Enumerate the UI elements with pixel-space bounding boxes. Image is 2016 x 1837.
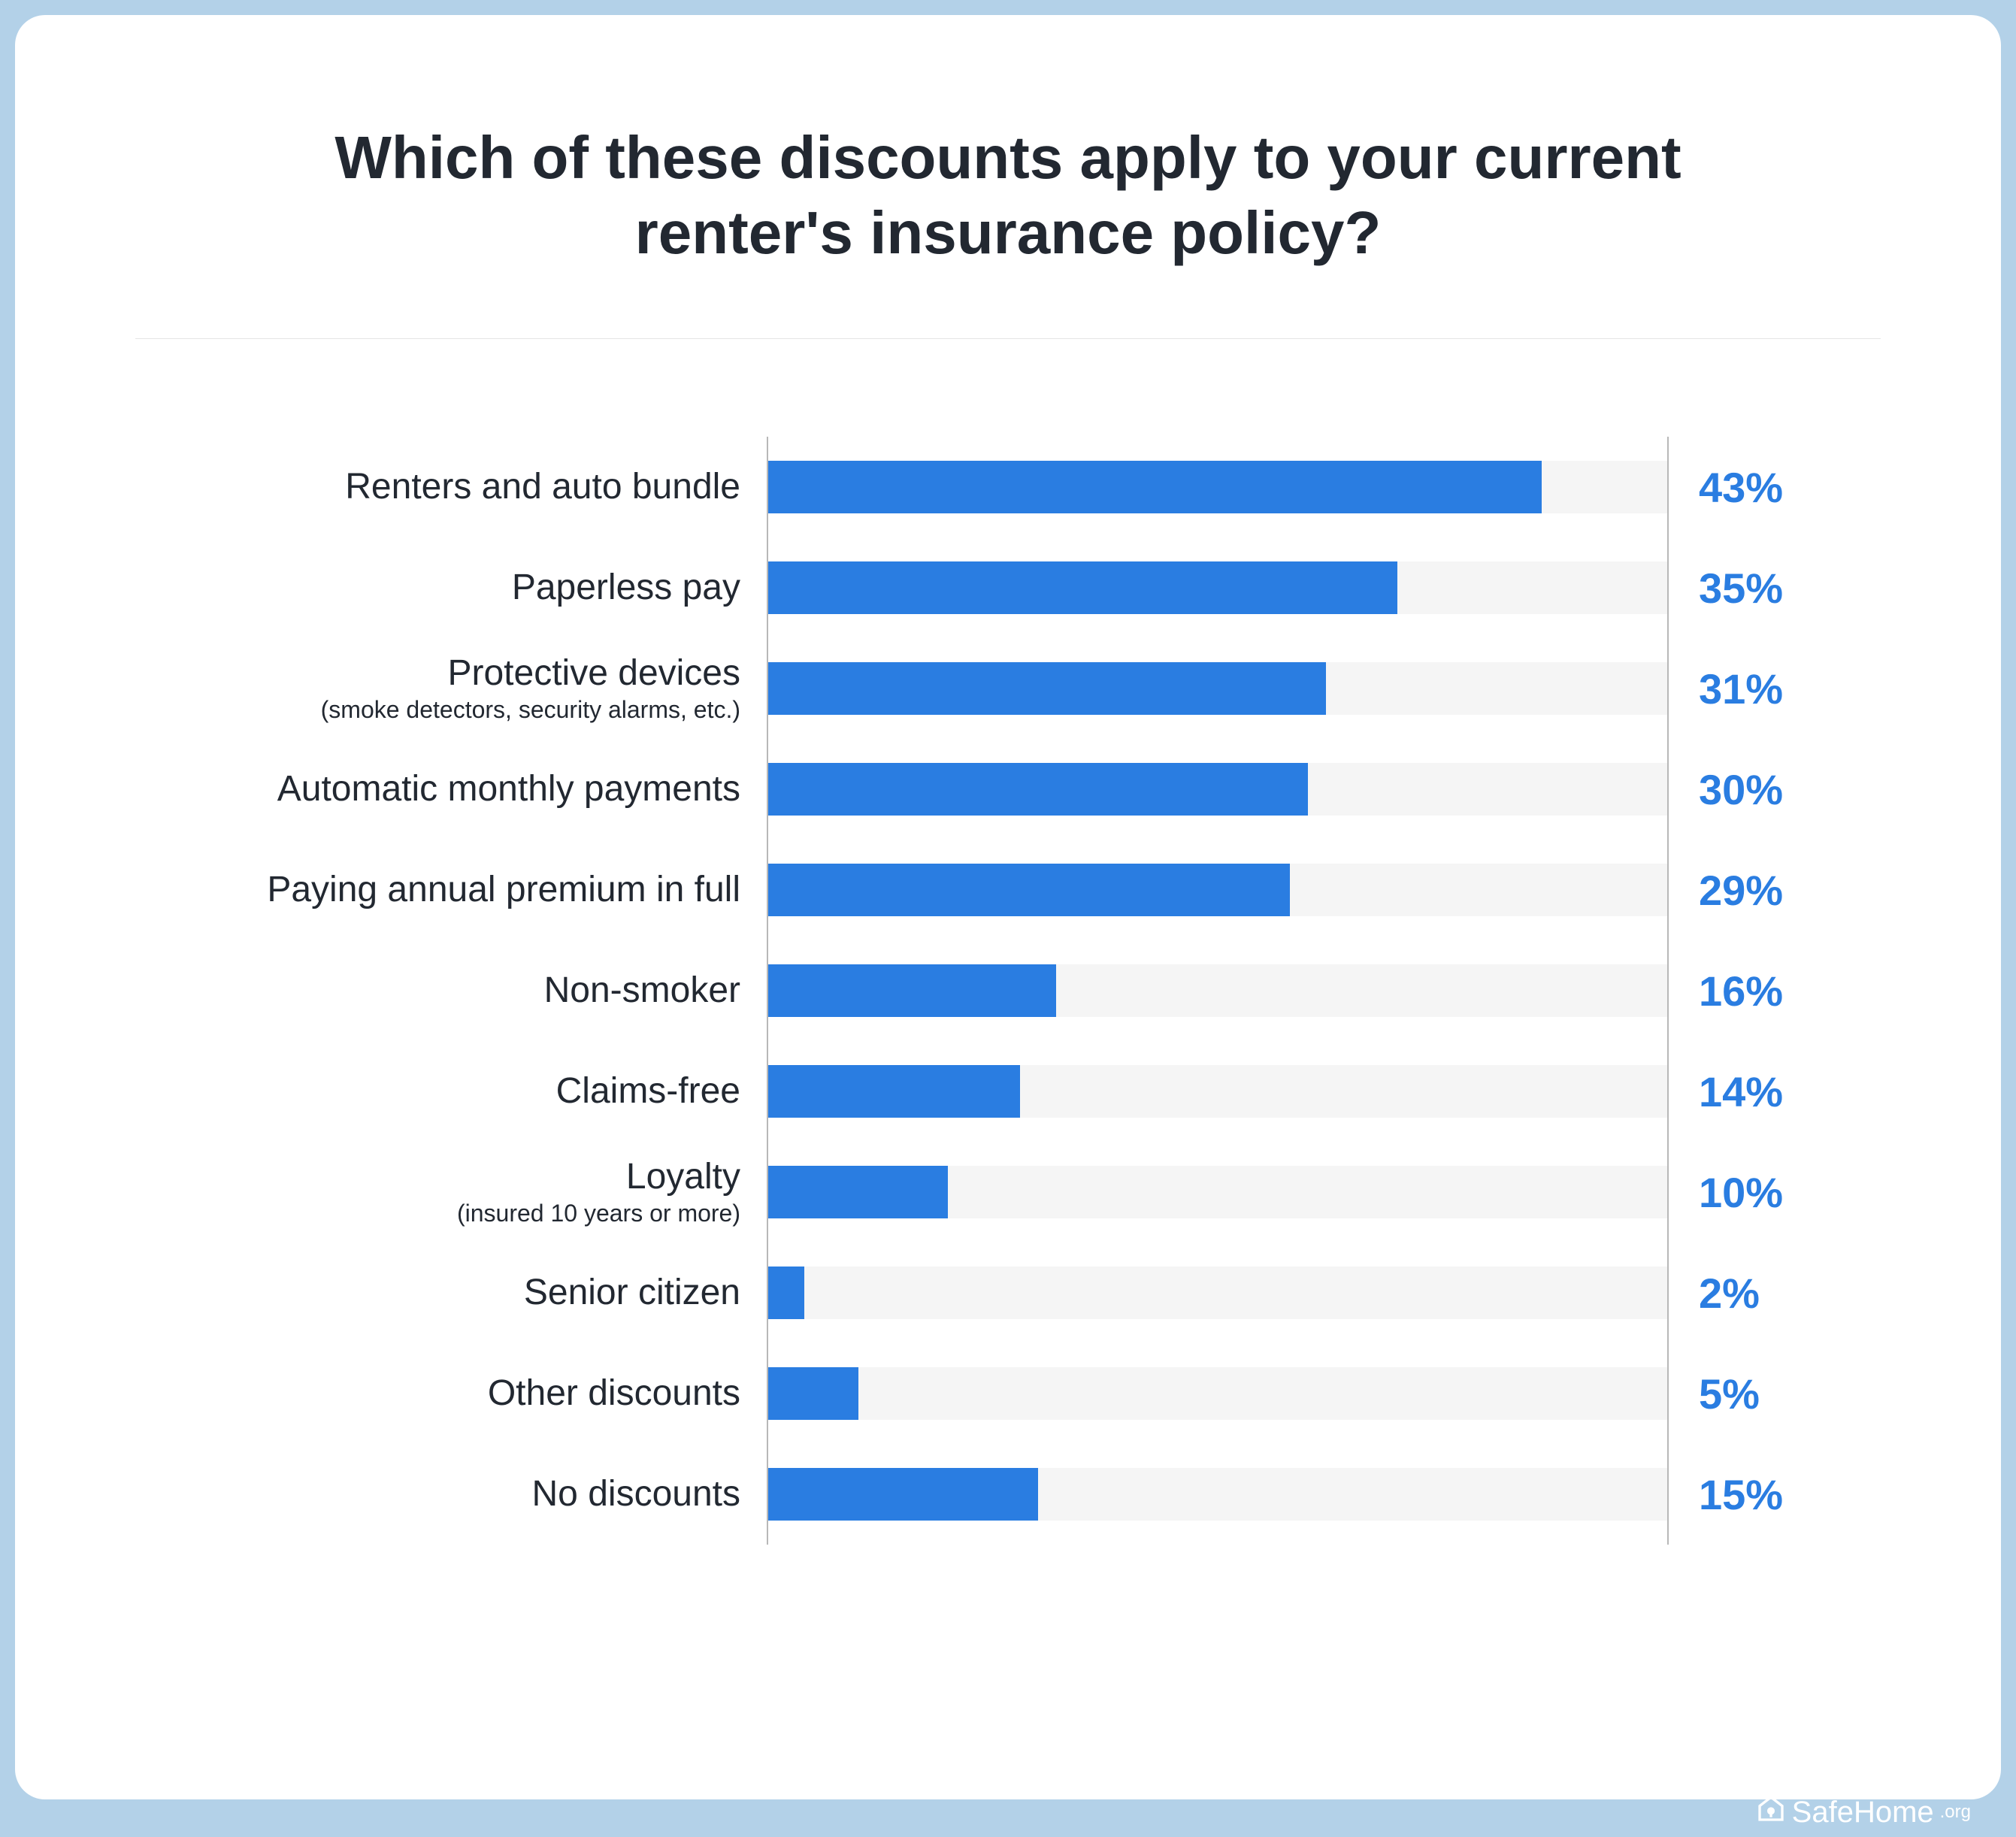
bar-fill: [768, 662, 1326, 715]
value-label: 10%: [1669, 1168, 1864, 1217]
value-label: 35%: [1669, 564, 1864, 613]
bar-fill: [768, 763, 1308, 816]
bar-column: [767, 940, 1669, 1041]
label-column: Renters and auto bundle: [135, 466, 767, 507]
bar-track: [768, 1267, 1667, 1319]
chart-row: Senior citizen 2%: [135, 1242, 1881, 1343]
bar-column: [767, 1444, 1669, 1545]
chart-title: Which of these discounts apply to your c…: [294, 120, 1722, 271]
bar-fill: [768, 1065, 1020, 1118]
brand-suffix: .org: [1940, 1802, 1971, 1823]
row-sublabel: (insured 10 years or more): [457, 1199, 740, 1227]
bar-chart: Renters and auto bundle 43% Paperless pay 3…: [135, 437, 1881, 1545]
bar-column: [767, 1343, 1669, 1444]
bar-fill: [768, 1367, 858, 1420]
row-label: Non-smoker: [544, 970, 740, 1011]
label-column: Non-smoker: [135, 970, 767, 1011]
value-label: 5%: [1669, 1369, 1864, 1418]
label-column: Paperless pay: [135, 567, 767, 608]
house-icon: [1756, 1793, 1786, 1831]
bar-column: [767, 638, 1669, 739]
chart-row: No discounts 15%: [135, 1444, 1881, 1545]
value-label: 2%: [1669, 1269, 1864, 1318]
label-column: Claims-free: [135, 1070, 767, 1112]
chart-row: Paperless pay 35%: [135, 537, 1881, 638]
value-label: 30%: [1669, 765, 1864, 814]
row-label: Claims-free: [556, 1070, 740, 1112]
row-label: No discounts: [532, 1473, 740, 1515]
bar-column: [767, 840, 1669, 940]
bar-track: [768, 1367, 1667, 1420]
bar-fill: [768, 1166, 948, 1218]
value-label: 16%: [1669, 967, 1864, 1015]
chart-row: Loyalty(insured 10 years or more) 10%: [135, 1142, 1881, 1242]
chart-row: Renters and auto bundle 43%: [135, 437, 1881, 537]
value-label: 15%: [1669, 1470, 1864, 1519]
bar-fill: [768, 561, 1397, 614]
chart-row: Claims-free 14%: [135, 1041, 1881, 1142]
row-label: Other discounts: [488, 1372, 740, 1414]
row-label: Senior citizen: [524, 1272, 740, 1313]
chart-row: Automatic monthly payments 30%: [135, 739, 1881, 840]
label-column: Paying annual premium in full: [135, 869, 767, 910]
row-label: Loyalty: [626, 1156, 740, 1197]
bar-fill: [768, 1468, 1038, 1521]
brand-name: SafeHome: [1792, 1796, 1934, 1829]
bar-fill: [768, 1267, 804, 1319]
label-column: Protective devices(smoke detectors, secu…: [135, 652, 767, 725]
label-column: Senior citizen: [135, 1272, 767, 1313]
brand-footer: SafeHome .org: [1756, 1793, 1971, 1831]
label-column: Other discounts: [135, 1372, 767, 1414]
label-column: Automatic monthly payments: [135, 768, 767, 810]
chart-row: Paying annual premium in full 29%: [135, 840, 1881, 940]
bar-column: [767, 1142, 1669, 1242]
bar-column: [767, 537, 1669, 638]
chart-row: Non-smoker 16%: [135, 940, 1881, 1041]
bar-column: [767, 1242, 1669, 1343]
divider-line: [135, 338, 1881, 339]
bar-fill: [768, 964, 1056, 1017]
value-label: 14%: [1669, 1067, 1864, 1116]
label-column: Loyalty(insured 10 years or more): [135, 1156, 767, 1228]
row-label: Protective devices: [447, 652, 740, 694]
chart-card: Which of these discounts apply to your c…: [15, 15, 2001, 1799]
bar-column: [767, 739, 1669, 840]
row-label: Paying annual premium in full: [267, 869, 740, 910]
row-label: Paperless pay: [512, 567, 740, 608]
bar-fill: [768, 864, 1290, 916]
bar-fill: [768, 461, 1542, 513]
bar-column: [767, 1041, 1669, 1142]
value-label: 43%: [1669, 463, 1864, 512]
bar-column: [767, 437, 1669, 537]
value-label: 31%: [1669, 664, 1864, 713]
label-column: No discounts: [135, 1473, 767, 1515]
chart-row: Protective devices(smoke detectors, secu…: [135, 638, 1881, 739]
value-label: 29%: [1669, 866, 1864, 915]
chart-row: Other discounts 5%: [135, 1343, 1881, 1444]
row-label: Renters and auto bundle: [345, 466, 740, 507]
row-label: Automatic monthly payments: [277, 768, 740, 810]
row-sublabel: (smoke detectors, security alarms, etc.): [321, 695, 740, 724]
